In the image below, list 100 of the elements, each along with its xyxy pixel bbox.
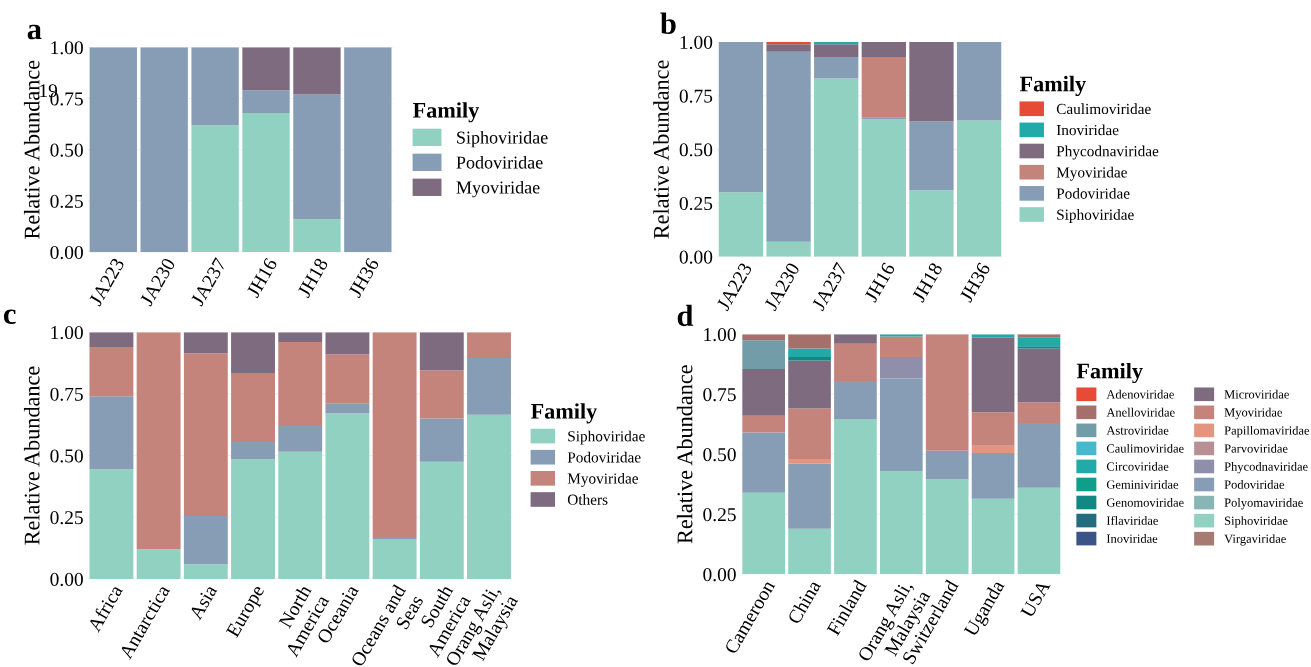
bar	[834, 343, 877, 381]
legend-title: Family	[1076, 362, 1143, 384]
bar	[788, 360, 831, 409]
bar	[814, 78, 859, 257]
bar	[971, 445, 1015, 454]
bar	[242, 112, 290, 253]
legend-label: Siphoviridae	[568, 430, 645, 445]
bar	[183, 332, 228, 354]
y-tick-label: 0.00	[703, 568, 736, 582]
legend-label: Podoviridae	[1056, 187, 1130, 199]
bar	[89, 332, 134, 347]
bar	[278, 451, 323, 579]
bar	[861, 57, 906, 118]
bar	[879, 471, 923, 575]
legend-label: Podoviridae	[456, 155, 543, 169]
legend-label: Microviridae	[1224, 389, 1289, 399]
bar	[467, 332, 511, 359]
bar	[925, 450, 969, 480]
bar	[788, 528, 831, 575]
y-tick-label: 0.25	[50, 194, 83, 208]
bar	[89, 47, 137, 253]
bar	[742, 340, 785, 369]
bar	[742, 492, 785, 575]
y-tick-label: 0.50	[679, 143, 713, 157]
legend-label: Inoviridae	[1106, 534, 1158, 543]
legend-title: Family	[1019, 75, 1086, 97]
bar	[372, 332, 417, 537]
bar	[183, 353, 228, 517]
bar	[766, 51, 811, 242]
bar	[293, 47, 341, 95]
bar	[419, 332, 464, 371]
bar	[788, 356, 831, 361]
bar	[971, 337, 1015, 413]
bar	[834, 380, 877, 420]
bar	[183, 516, 228, 565]
bar	[419, 418, 464, 462]
bar	[834, 419, 877, 575]
bar	[788, 348, 831, 357]
bar	[136, 332, 181, 550]
bar	[467, 358, 511, 415]
bar	[231, 459, 275, 579]
legend-label: Caulimoviridae	[1106, 443, 1184, 453]
bar	[419, 461, 464, 579]
bar	[325, 332, 370, 355]
bar	[242, 47, 290, 91]
bar	[325, 354, 370, 404]
bar	[278, 332, 323, 343]
bar	[231, 332, 275, 373]
bar	[742, 368, 785, 416]
legend-label: Myoviridae	[456, 180, 540, 198]
y-tick-label: 1.00	[51, 325, 83, 340]
bar	[971, 498, 1015, 575]
bar	[925, 334, 969, 451]
legend-label: Myoviridae	[1056, 166, 1127, 181]
bar	[956, 120, 1002, 257]
legend-label: Caulimoviridae	[1056, 103, 1151, 115]
bar	[231, 441, 275, 460]
bar	[89, 396, 134, 470]
bar	[231, 372, 275, 442]
legend-title: Family	[412, 102, 480, 123]
bar	[718, 192, 764, 257]
bar	[278, 342, 323, 426]
bar	[89, 346, 134, 397]
legend-label: Anelloviridae	[1106, 407, 1175, 417]
bar	[909, 42, 954, 122]
legend-label: Iflaviridae	[1106, 515, 1158, 525]
bar	[344, 47, 392, 253]
bar	[766, 241, 811, 257]
legend-label: Adenoviridae	[1106, 389, 1174, 399]
bar	[861, 117, 906, 120]
bar	[1017, 348, 1061, 403]
bar	[372, 539, 417, 579]
legend-label: Geminiviridae	[1106, 479, 1179, 489]
legend-label: Astroviridae	[1106, 425, 1169, 435]
y-tick-label: 0.00	[50, 245, 83, 260]
legend-label: Phycodnaviridae	[1056, 145, 1159, 160]
bar	[788, 459, 831, 464]
legend-label: Siphoviridae	[1224, 516, 1288, 528]
bar	[293, 219, 341, 253]
bar	[191, 125, 239, 253]
legend-label: Parvoviridae	[1224, 443, 1288, 453]
bar	[788, 463, 831, 529]
bar	[191, 47, 239, 126]
bar	[325, 403, 370, 414]
bar	[293, 94, 341, 220]
y-tick-label: 0.00	[50, 572, 83, 586]
chart-title: b	[660, 12, 676, 34]
bar	[834, 334, 877, 344]
bar	[909, 190, 954, 257]
bar	[909, 121, 954, 191]
bar	[814, 57, 859, 79]
legend-label: Myoviridae	[1224, 407, 1283, 420]
bar	[814, 44, 859, 58]
bar	[861, 119, 906, 257]
y-tick-label: 0.25	[50, 511, 83, 525]
y-axis-title: Relative Abundance	[23, 366, 40, 545]
bar	[242, 90, 290, 113]
legend-label: Myoviridae	[567, 472, 639, 487]
y-tick-label: 0.50	[50, 143, 83, 157]
y-tick-label: 1.00	[680, 35, 713, 50]
